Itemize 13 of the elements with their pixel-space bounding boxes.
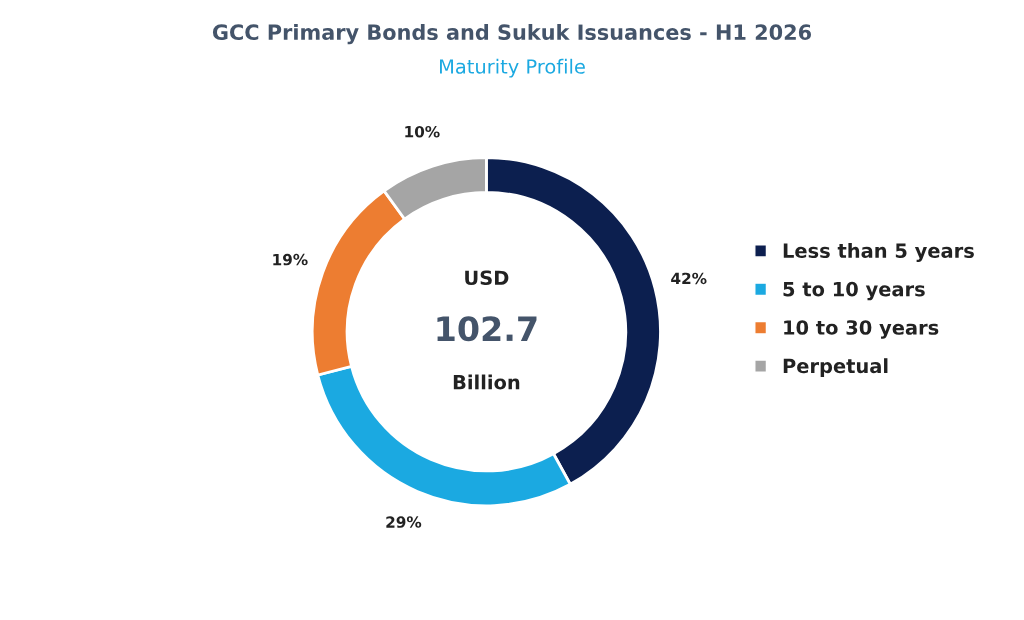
data-label: 10% — [405, 125, 440, 138]
text: USD — [465, 270, 509, 286]
chart-title: GCC Primary Bonds and Sukuk Issuances - H1 2026 — [212, 23, 812, 45]
data-label: 29% — [386, 516, 422, 528]
text: 102.7 — [437, 316, 537, 342]
legend-label: 5 to 10 years — [783, 281, 925, 301]
legend-label: 10 to 30 years — [784, 320, 939, 339]
legend-label: Less than 5 years — [783, 242, 974, 262]
data-label: 19% — [273, 253, 308, 266]
data-label: 42% — [671, 272, 707, 285]
chart-subtitle: Maturity Profile — [440, 58, 585, 78]
text: Billion — [453, 374, 520, 390]
legend-label: Perpetual — [783, 358, 888, 378]
